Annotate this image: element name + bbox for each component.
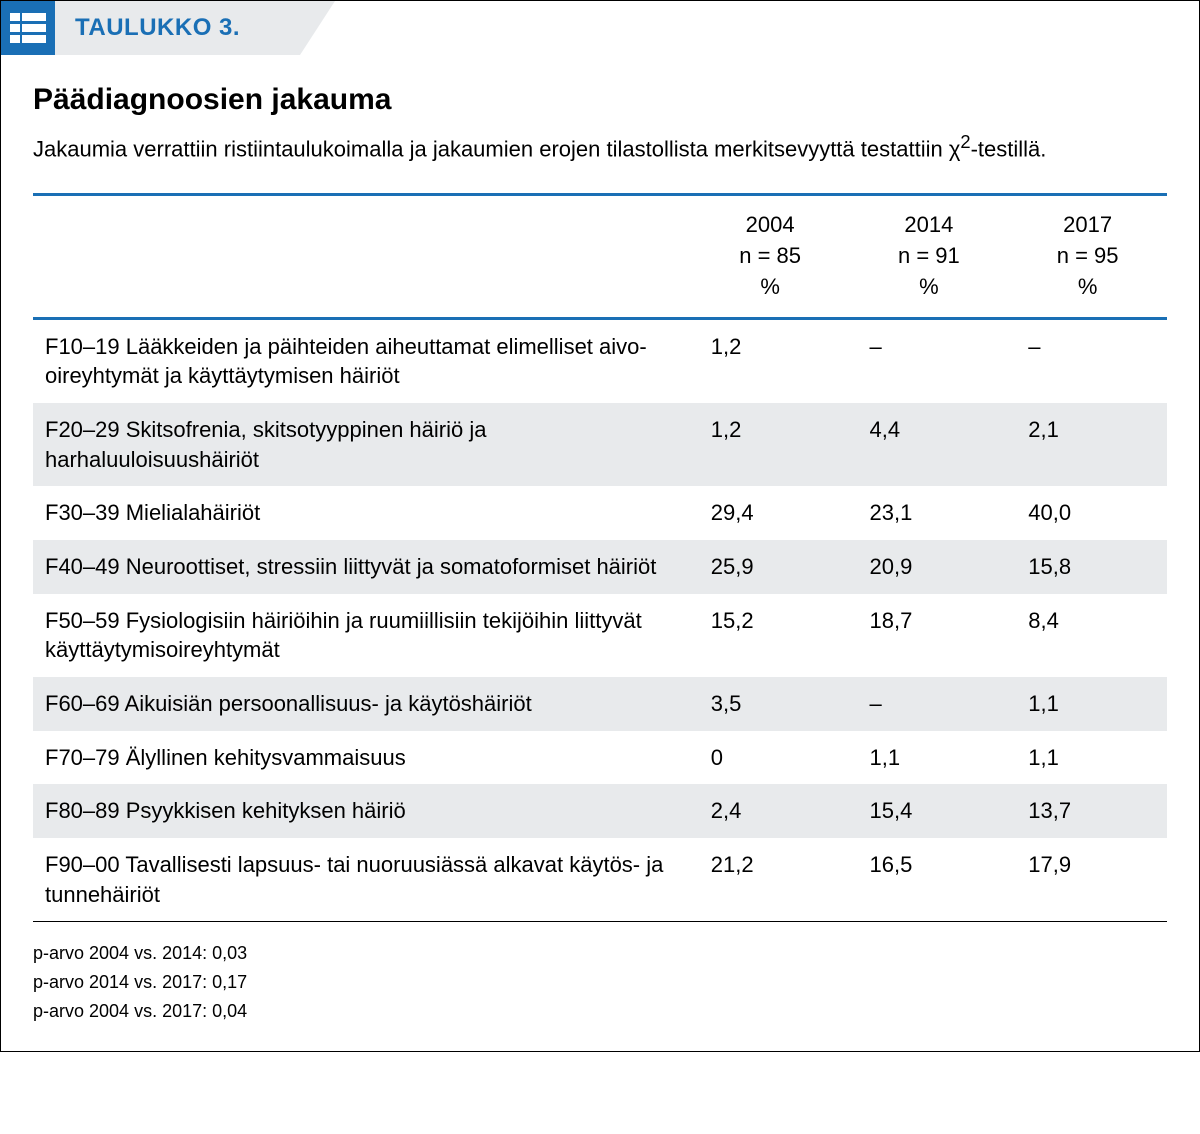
col-year: 2004 [746,212,795,237]
row-label: F60–69 Aikuisiän persoonallisuus- ja käy… [33,677,691,731]
table-row: F90–00 Tavallisesti lapsuus- tai nuoruus… [33,838,1167,922]
footnotes: p-arvo 2004 vs. 2014: 0,03p-arvo 2014 vs… [33,940,1167,1025]
col-year: 2014 [904,212,953,237]
table-row: F70–79 Älyllinen kehitysvammaisuus01,11,… [33,731,1167,785]
row-value: – [849,677,1008,731]
col-unit: % [1078,274,1098,299]
row-value: 2,4 [691,784,850,838]
tab: TAULUKKO 3. [55,1,300,55]
row-value: 1,2 [691,318,850,403]
row-value: 13,7 [1008,784,1167,838]
row-value: 29,4 [691,486,850,540]
table-card: TAULUKKO 3. Päädiagnoosien jakauma Jakau… [0,0,1200,1052]
row-value: 21,2 [691,838,850,922]
footnote-line: p-arvo 2014 vs. 2017: 0,17 [33,969,1167,996]
footnote-line: p-arvo 2004 vs. 2014: 0,03 [33,940,1167,967]
col-year: 2017 [1063,212,1112,237]
col-header-empty [33,195,691,318]
table-icon [1,1,55,55]
subtitle-sup: 2 [960,131,970,152]
row-label: F10–19 Lääkkeiden ja päihteiden aiheutta… [33,318,691,403]
col-unit: % [760,274,780,299]
row-value: 18,7 [849,594,1008,677]
row-value: 25,9 [691,540,850,594]
row-label: F40–49 Neuroottiset, stressiin liittyvät… [33,540,691,594]
row-label: F20–29 Skitsofrenia, skitsotyyppinen häi… [33,403,691,486]
row-value: 4,4 [849,403,1008,486]
row-label: F30–39 Mielialahäiriöt [33,486,691,540]
data-table: 2004 n = 85 % 2014 n = 91 % 2017 n = 95 … [33,193,1167,922]
row-value: 17,9 [1008,838,1167,922]
table-row: F10–19 Lääkkeiden ja päihteiden aiheutta… [33,318,1167,403]
row-value: – [1008,318,1167,403]
table-subtitle: Jakaumia verrattiin ristiintaulukoimalla… [33,129,1167,165]
subtitle-prefix: Jakaumia verrattiin ristiintaulukoimalla… [33,136,949,161]
row-value: 1,1 [1008,731,1167,785]
table-row: F30–39 Mielialahäiriöt29,423,140,0 [33,486,1167,540]
row-value: 15,2 [691,594,850,677]
row-value: 16,5 [849,838,1008,922]
subtitle-suffix: -testillä. [971,136,1047,161]
tab-label: TAULUKKO 3. [75,14,240,42]
col-header-2004: 2004 n = 85 % [691,195,850,318]
table-row: F40–49 Neuroottiset, stressiin liittyvät… [33,540,1167,594]
table-row: F20–29 Skitsofrenia, skitsotyyppinen häi… [33,403,1167,486]
subtitle-chi: χ [949,136,961,161]
row-value: 40,0 [1008,486,1167,540]
row-value: 23,1 [849,486,1008,540]
col-unit: % [919,274,939,299]
content: Päädiagnoosien jakauma Jakaumia verratti… [1,55,1199,1051]
row-value: 1,1 [849,731,1008,785]
row-label: F90–00 Tavallisesti lapsuus- tai nuoruus… [33,838,691,922]
row-value: – [849,318,1008,403]
col-n: n = 91 [898,243,960,268]
row-label: F50–59 Fysiologisiin häiriöihin ja ruumi… [33,594,691,677]
table-row: F80–89 Psyykkisen kehityksen häiriö2,415… [33,784,1167,838]
row-value: 0 [691,731,850,785]
row-value: 1,2 [691,403,850,486]
table-body: F10–19 Lääkkeiden ja päihteiden aiheutta… [33,318,1167,922]
table-row: F60–69 Aikuisiän persoonallisuus- ja käy… [33,677,1167,731]
row-value: 15,4 [849,784,1008,838]
header-bar: TAULUKKO 3. [1,1,1199,55]
row-value: 3,5 [691,677,850,731]
col-n: n = 95 [1057,243,1119,268]
table-title: Päädiagnoosien jakauma [33,83,1167,117]
col-header-2017: 2017 n = 95 % [1008,195,1167,318]
col-n: n = 85 [739,243,801,268]
row-label: F70–79 Älyllinen kehitysvammaisuus [33,731,691,785]
row-value: 15,8 [1008,540,1167,594]
row-value: 20,9 [849,540,1008,594]
col-header-2014: 2014 n = 91 % [849,195,1008,318]
table-row: F50–59 Fysiologisiin häiriöihin ja ruumi… [33,594,1167,677]
row-value: 1,1 [1008,677,1167,731]
row-value: 2,1 [1008,403,1167,486]
row-label: F80–89 Psyykkisen kehityksen häiriö [33,784,691,838]
table-head: 2004 n = 85 % 2014 n = 91 % 2017 n = 95 … [33,195,1167,318]
footnote-line: p-arvo 2004 vs. 2017: 0,04 [33,998,1167,1025]
row-value: 8,4 [1008,594,1167,677]
